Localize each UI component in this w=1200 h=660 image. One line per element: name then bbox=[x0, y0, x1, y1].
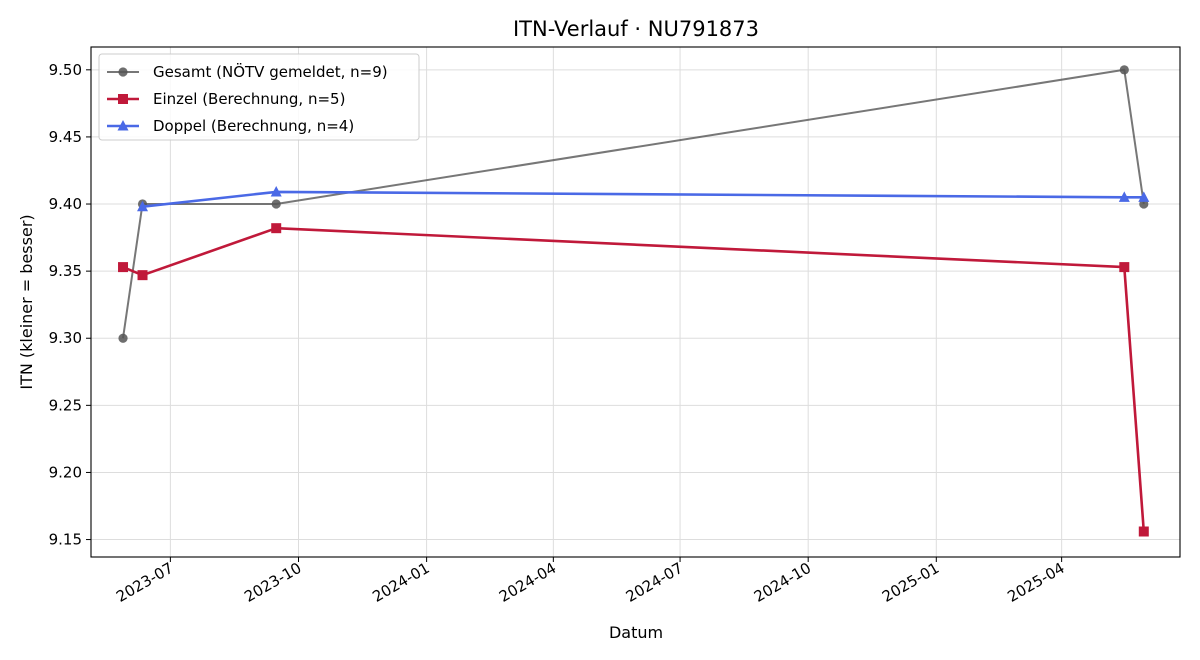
x-tick-label: 2024-10 bbox=[751, 559, 814, 606]
legend-swatch-marker bbox=[118, 67, 128, 77]
x-tick-label: 2025-01 bbox=[879, 559, 942, 606]
chart-title: ITN-Verlauf · NU791873 bbox=[513, 17, 759, 41]
y-tick-label: 9.45 bbox=[49, 128, 82, 146]
x-tick-label: 2024-04 bbox=[496, 559, 559, 606]
series-square bbox=[118, 223, 1149, 537]
y-tick-label: 9.30 bbox=[49, 329, 82, 347]
data-point bbox=[271, 223, 282, 234]
series-layer bbox=[118, 65, 1150, 537]
series-line bbox=[122, 226, 1146, 532]
series-triangle bbox=[137, 185, 1150, 212]
data-point bbox=[118, 333, 128, 343]
x-tick-label: 2024-01 bbox=[369, 559, 432, 606]
data-point bbox=[1119, 262, 1130, 273]
y-axis-label: ITN (kleiner = besser) bbox=[17, 214, 36, 389]
y-axis-ticks: 9.15 9.20 9.25 9.30 9.35 9.40 9.45 9.50 bbox=[49, 61, 91, 549]
x-axis-ticks: 2023-07 2023-10 2024-01 2024-04 2024-07 2024-… bbox=[113, 557, 1068, 606]
legend-swatch-marker bbox=[118, 94, 128, 104]
x-tick-label: 2023-10 bbox=[241, 559, 304, 606]
plot-area-frame bbox=[90, 46, 1181, 558]
legend-box bbox=[98, 53, 420, 141]
x-tick-label: 2023-07 bbox=[113, 559, 176, 606]
x-axis-label: Datum bbox=[609, 623, 663, 642]
data-point bbox=[1138, 191, 1150, 202]
data-point bbox=[271, 199, 281, 209]
data-point bbox=[137, 200, 149, 212]
data-point bbox=[137, 270, 148, 281]
x-tick-label: 2024-07 bbox=[623, 559, 686, 606]
data-point bbox=[1118, 191, 1130, 202]
series-line bbox=[142, 190, 1144, 208]
y-tick-label: 9.25 bbox=[49, 396, 82, 414]
legend-label: Doppel (Berechnung, n=4) bbox=[153, 117, 354, 135]
data-point bbox=[1119, 65, 1129, 75]
legend-label: Einzel (Berechnung, n=5) bbox=[153, 90, 345, 108]
y-tick-label: 9.35 bbox=[49, 262, 82, 280]
y-tick-label: 9.40 bbox=[49, 195, 82, 213]
data-point bbox=[118, 262, 129, 273]
legend: Gesamt (NÖTV gemeldet, n=9) Einzel (Berec… bbox=[98, 53, 420, 141]
y-tick-label: 9.15 bbox=[49, 531, 82, 549]
y-tick-label: 9.20 bbox=[49, 463, 82, 481]
x-tick-label: 2025-04 bbox=[1004, 559, 1067, 606]
data-point bbox=[270, 185, 282, 197]
legend-swatch-marker bbox=[117, 120, 129, 131]
data-point bbox=[1138, 526, 1149, 537]
y-tick-label: 9.50 bbox=[49, 61, 82, 79]
legend-label: Gesamt (NÖTV gemeldet, n=9) bbox=[153, 62, 388, 81]
